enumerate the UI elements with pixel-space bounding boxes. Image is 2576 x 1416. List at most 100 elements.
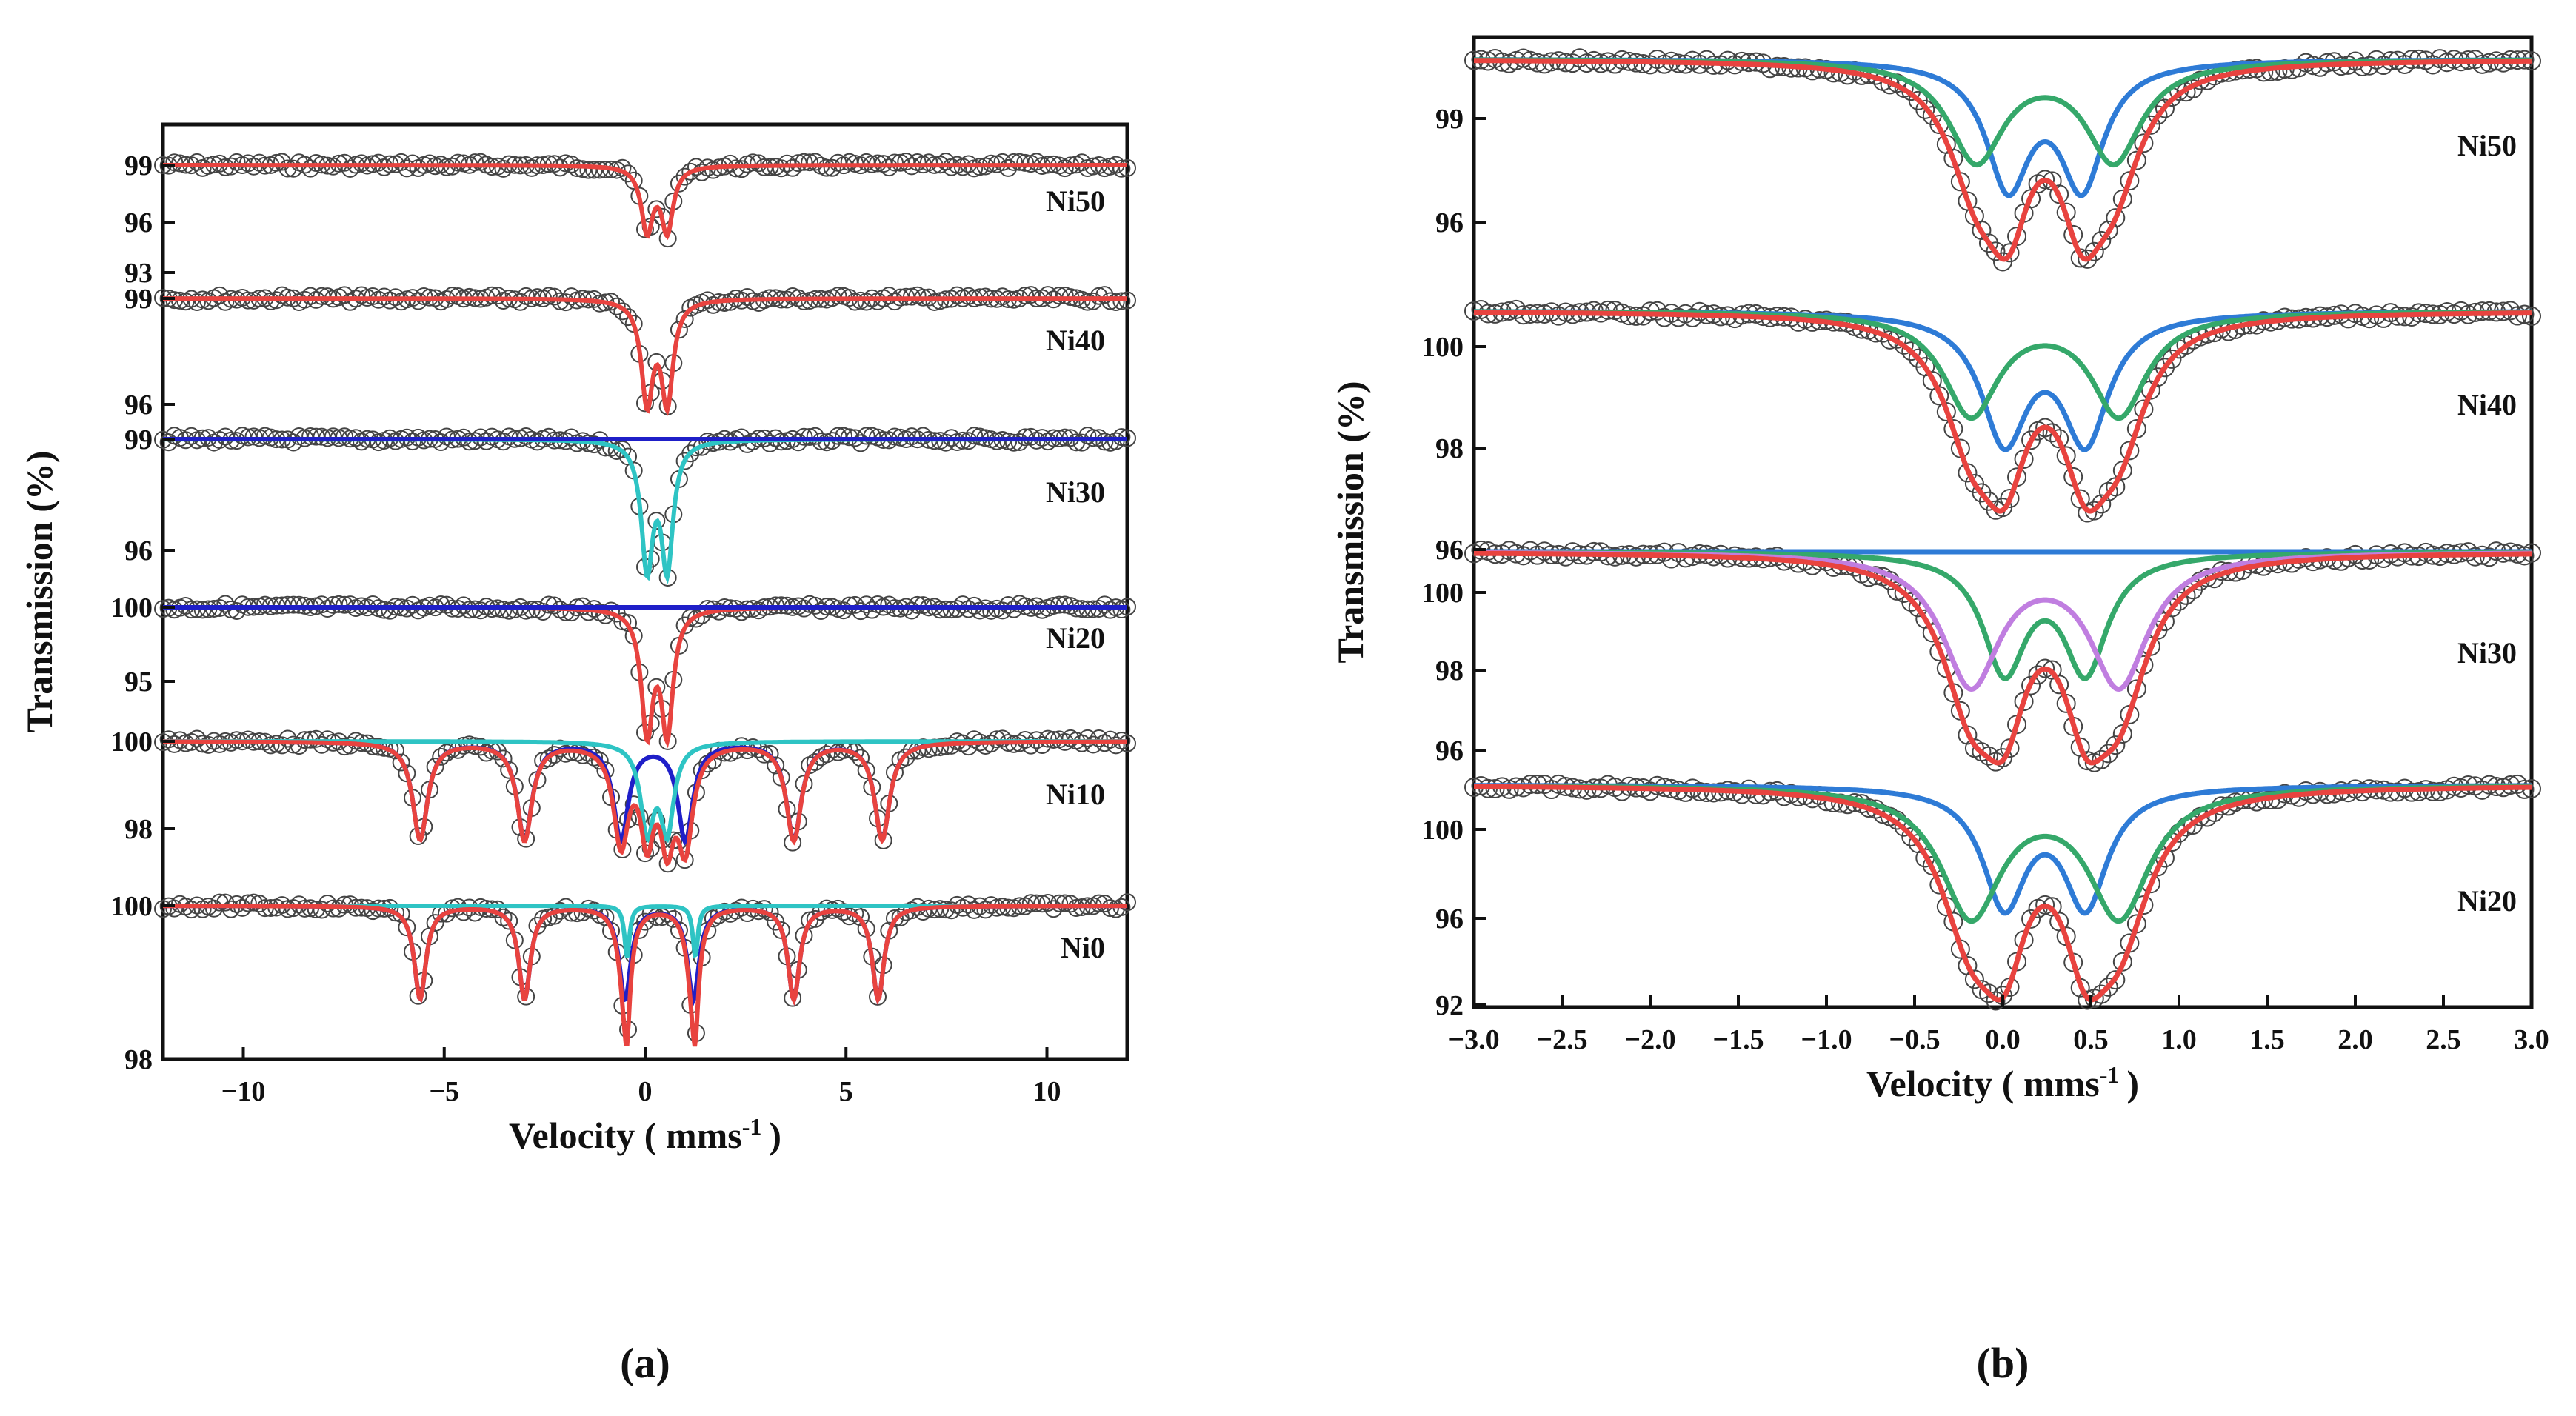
data-point bbox=[953, 595, 972, 614]
data-point bbox=[681, 609, 700, 627]
data-point bbox=[539, 595, 558, 614]
x-tick-label: 2.0 bbox=[2338, 1024, 2373, 1055]
data-point bbox=[1887, 581, 1907, 601]
data-point bbox=[942, 901, 961, 920]
data-point bbox=[829, 899, 847, 918]
y-tick-label: 96 bbox=[1435, 735, 1464, 767]
data-point bbox=[1055, 894, 1074, 912]
data-point bbox=[556, 293, 575, 312]
data-point bbox=[1101, 292, 1120, 310]
y-tick-label: 98 bbox=[124, 1044, 153, 1075]
data-point bbox=[1112, 292, 1131, 310]
data-point bbox=[1915, 99, 1935, 119]
data-point bbox=[829, 427, 847, 445]
y-tick-label: 100 bbox=[1421, 815, 1464, 846]
x-tick-label: 3.0 bbox=[2514, 1024, 2549, 1055]
data-point bbox=[835, 601, 853, 620]
data-point bbox=[965, 901, 984, 919]
data-point bbox=[307, 729, 325, 748]
data-point bbox=[2106, 970, 2126, 990]
data-point bbox=[784, 158, 802, 177]
data-point bbox=[204, 899, 223, 918]
data-point bbox=[1095, 159, 1114, 178]
y-tick-label: 98 bbox=[1435, 433, 1464, 464]
data-point bbox=[931, 292, 950, 310]
data-point bbox=[2092, 749, 2112, 769]
data-point bbox=[165, 153, 184, 172]
data-point bbox=[1050, 287, 1069, 305]
panel-b-plot: Ni50 Ni40 Ni30 Ni20 bbox=[1464, 48, 2541, 1011]
data-point bbox=[999, 158, 1018, 177]
data-point bbox=[936, 153, 955, 171]
y-tick-label: 99 bbox=[124, 284, 153, 315]
spectrum-label-Ni30: Ni30 bbox=[2457, 636, 2517, 669]
data-point bbox=[278, 159, 297, 178]
data-point bbox=[1027, 153, 1046, 171]
data-point bbox=[801, 153, 819, 172]
data-point bbox=[392, 153, 410, 171]
data-point bbox=[216, 427, 235, 446]
data-point bbox=[2430, 781, 2450, 801]
data-point bbox=[880, 595, 898, 614]
data-point bbox=[908, 595, 927, 614]
data-point bbox=[364, 595, 382, 613]
data-point bbox=[852, 749, 870, 767]
data-point bbox=[336, 595, 354, 614]
data-point bbox=[806, 153, 824, 171]
data-point bbox=[1021, 427, 1040, 446]
data-point bbox=[398, 159, 416, 178]
data-point bbox=[165, 899, 184, 918]
data-point bbox=[857, 293, 875, 311]
y-tick-label: 96 bbox=[1435, 904, 1464, 935]
data-point bbox=[341, 159, 359, 178]
panel-b: Ni50 Ni40 Ni30 Ni20 −3.0 −2.5 −2.0 −1.5 −1.0 −0.… bbox=[1329, 35, 2549, 1387]
data-point bbox=[2098, 220, 2118, 240]
data-point bbox=[517, 601, 535, 620]
data-point bbox=[852, 602, 870, 621]
spectrum-label-Ni50: Ni50 bbox=[2457, 129, 2517, 162]
data-point bbox=[1964, 969, 1984, 989]
data-point bbox=[755, 745, 773, 764]
data-point bbox=[2021, 909, 2041, 929]
data-point bbox=[2479, 547, 2499, 567]
data-point bbox=[432, 433, 450, 452]
data-point bbox=[437, 744, 456, 762]
data-point bbox=[2078, 249, 2098, 269]
data-point bbox=[1044, 900, 1063, 918]
data-point bbox=[2042, 423, 2062, 443]
data-point bbox=[221, 900, 240, 918]
data-point bbox=[585, 748, 604, 767]
data-point bbox=[885, 293, 904, 311]
data-point bbox=[330, 595, 348, 613]
data-point bbox=[466, 153, 484, 172]
data-point bbox=[1978, 746, 1998, 766]
spectrum-label-Ni20: Ni20 bbox=[2457, 884, 2517, 918]
x-tick-label: 2.5 bbox=[2426, 1024, 2461, 1055]
data-point bbox=[931, 601, 950, 619]
data-point bbox=[897, 153, 915, 171]
data-point bbox=[193, 601, 212, 619]
panel-a-y-axis-label: Transmission (%) bbox=[19, 450, 60, 732]
data-point bbox=[767, 756, 785, 775]
data-point bbox=[556, 154, 575, 173]
data-point bbox=[182, 427, 201, 445]
panel-a-plot: Ni50 Ni40 Ni30 Ni20 Ni10 Ni0 bbox=[154, 153, 1136, 1047]
data-point bbox=[925, 293, 944, 311]
data-point bbox=[267, 153, 286, 172]
data-point bbox=[880, 287, 898, 305]
panel-b-caption: (b) bbox=[1977, 1339, 2029, 1387]
data-point bbox=[244, 893, 263, 912]
y-tick-label: 96 bbox=[124, 390, 153, 421]
y-tick-label: 92 bbox=[1435, 990, 1464, 1021]
data-point bbox=[2112, 952, 2132, 972]
data-point bbox=[483, 286, 501, 304]
curve-Ni40-fit bbox=[163, 296, 1127, 416]
data-points-Ni40 bbox=[1464, 299, 2541, 523]
curve-Ni30-total bbox=[1474, 550, 2532, 766]
data-point bbox=[846, 595, 864, 614]
x-tick-label: 0.0 bbox=[1985, 1024, 2021, 1055]
data-point bbox=[795, 153, 813, 171]
data-point bbox=[2035, 658, 2055, 678]
